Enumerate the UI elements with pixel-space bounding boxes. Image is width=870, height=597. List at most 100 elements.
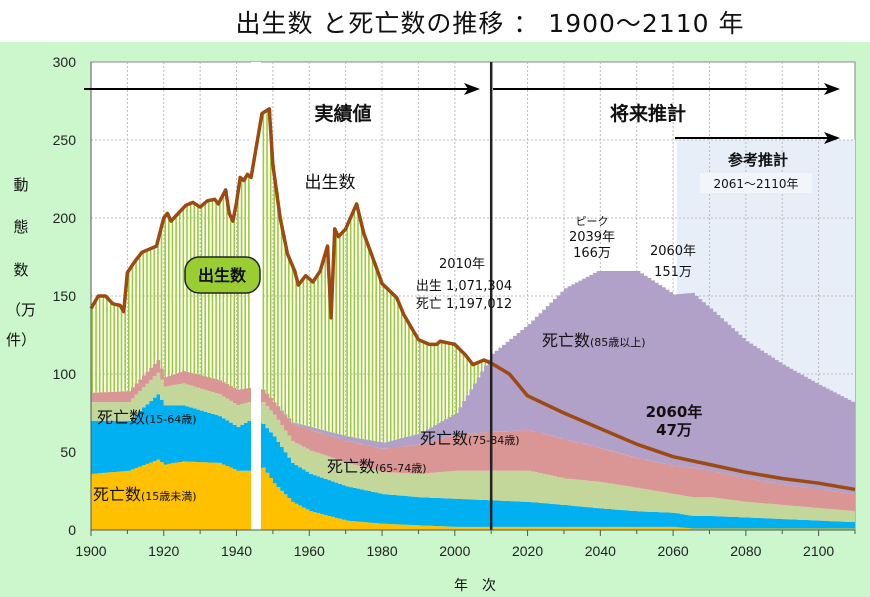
birth-bar (288, 253, 290, 419)
birth-bar (102, 296, 105, 393)
label-peak-year: 2039年 (569, 230, 615, 245)
y-tick-label: 150 (53, 288, 77, 304)
birth-bar (175, 217, 177, 374)
birth-bar (473, 364, 476, 384)
y-tick-label: 300 (53, 54, 77, 70)
birth-bar (157, 246, 159, 360)
birth-bar (306, 275, 308, 427)
x-tick-label: 2100 (803, 543, 834, 559)
y-axis-label-char: 態 (13, 218, 28, 236)
area-deaths-15-64 (91, 394, 855, 529)
birth-bar (313, 281, 316, 428)
y-axis-label-char: 動 (13, 176, 28, 194)
birth-bar (320, 271, 323, 430)
y-tick-label: 100 (53, 366, 77, 382)
birth-bar (335, 228, 337, 434)
title-bar: 出生数 と死亡数の推移 ： 1900〜2110 年 (0, 0, 870, 42)
label-peak: ピーク (576, 215, 609, 228)
death-areas (91, 271, 855, 530)
y-tick-label: 0 (68, 522, 76, 538)
birth-bar (400, 306, 403, 438)
label-deaths-65-74: 死亡数(65-74歳) (327, 457, 427, 476)
x-tick-label: 1940 (221, 543, 252, 559)
x-tick-label: 1960 (294, 543, 325, 559)
birth-bar (91, 308, 94, 393)
area-deaths-85plus (91, 271, 855, 495)
birth-bar (171, 221, 174, 375)
y-tick-label: 50 (60, 444, 76, 460)
birth-bar (160, 232, 163, 369)
birth-bar (233, 221, 236, 388)
birth-bar (153, 247, 156, 364)
birth-bar (291, 262, 294, 423)
birth-bar (131, 267, 134, 388)
birth-bar (95, 302, 97, 393)
birth-bar (360, 218, 363, 439)
birth-bar (346, 228, 348, 437)
birth-bar (277, 191, 279, 407)
projection-arrow-head-icon (824, 83, 840, 95)
label-deaths-75-84: 死亡数(75-84歳) (420, 429, 520, 448)
birth-bar (382, 283, 385, 443)
y-axis-label-char: 数 (13, 261, 28, 279)
birth-bar (302, 280, 305, 426)
birth-bar (120, 305, 123, 392)
birth-bar (411, 327, 414, 436)
birth-bar (331, 317, 334, 433)
birth-bar (386, 287, 388, 442)
birth-bar (138, 257, 141, 380)
birth-bar (451, 343, 454, 416)
birth-bar (182, 209, 185, 371)
y-axis-label-char: 件） (6, 331, 36, 349)
x-tick-label: 2020 (512, 543, 543, 559)
birth-bar (349, 220, 352, 438)
birth-bar (448, 342, 450, 418)
chart-title: 出生数 と死亡数の推移 ： 1900〜2110 年 (235, 9, 745, 38)
birth-bar (357, 203, 359, 439)
birth-bar (389, 290, 392, 441)
war-gap (251, 62, 261, 530)
birth-bar (117, 304, 119, 392)
label-peak-value: 166万 (573, 246, 611, 261)
x-axis-label: 年 次 (454, 578, 496, 594)
birth-bar (149, 249, 152, 368)
actual-arrow-head-icon (464, 83, 480, 95)
label-projection: 将来推計 (610, 102, 686, 125)
birth-bar (178, 213, 181, 373)
birth-bar (342, 232, 345, 436)
y-tick-label: 200 (53, 210, 77, 226)
birth-bar (146, 250, 148, 372)
axes: 1900 1920 1940 1960 1980 2000 2020 2040 2060 2080… (53, 54, 856, 559)
label-reference-range: 2061〜2110年 (713, 177, 798, 191)
x-tick-label: 1980 (366, 543, 397, 559)
birth-bar (280, 218, 283, 411)
label-2010-deaths: 死亡 1,197,012 (416, 297, 512, 312)
label-2060-births-year: 2060年 (646, 403, 703, 421)
birth-bar (124, 311, 126, 392)
x-tick-label: 2040 (585, 543, 616, 559)
birth-bar (440, 341, 443, 422)
birth-bar (295, 271, 297, 424)
birth-bar (266, 111, 268, 394)
birth-bar (404, 314, 407, 438)
birth-bar (484, 359, 487, 366)
birth-bar (419, 339, 421, 434)
birth-bars (91, 108, 487, 443)
x-tick-label: 1900 (75, 543, 106, 559)
birth-bar (135, 261, 137, 384)
birth-bar (469, 359, 472, 390)
x-tick-label: 2080 (730, 543, 761, 559)
label-actual: 実績値 (314, 102, 371, 125)
x-tick-label: 1920 (148, 543, 179, 559)
birth-bar (426, 342, 428, 430)
birth-bar (127, 272, 130, 392)
birth-bar (437, 344, 439, 424)
birth-bar (98, 296, 101, 393)
birth-bar (324, 258, 327, 431)
birth-bar (462, 351, 465, 402)
x-tick-label: 2060 (658, 543, 689, 559)
birth-bar (393, 294, 396, 440)
y-axis-label-char: （万 (6, 301, 36, 319)
label-deaths-under15: 死亡数(15歳未満) (93, 485, 197, 504)
